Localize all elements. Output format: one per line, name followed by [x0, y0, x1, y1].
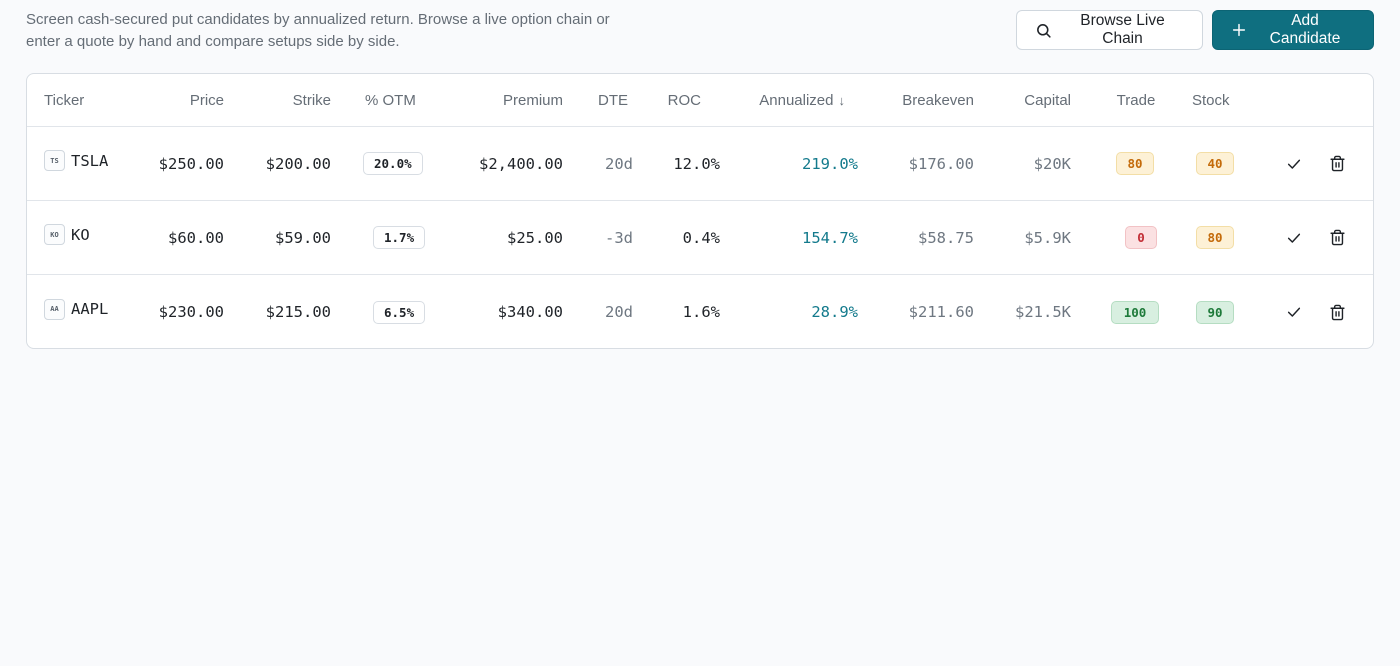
- trade-score-cell: 80: [1111, 127, 1159, 200]
- header-otm[interactable]: % OTM: [365, 91, 416, 109]
- ticker-cell: AA AAPL: [44, 275, 154, 348]
- premium-cell: $340.00: [497, 303, 563, 321]
- capital-cell: $21.5K: [1015, 303, 1071, 321]
- add-candidate-label: Add Candidate: [1269, 12, 1341, 47]
- add-candidate-button[interactable]: Add Candidate: [1212, 10, 1374, 50]
- otm-pill: 20.0%: [363, 152, 423, 175]
- ticker-symbol: KO: [71, 225, 90, 244]
- trade-score-cell: 100: [1111, 275, 1159, 348]
- header-ticker[interactable]: Ticker: [44, 91, 85, 109]
- table-row: TS TSLA $250.00 $200.00 20.0% $2,400.00 …: [27, 127, 1373, 201]
- breakeven-cell: $211.60: [908, 303, 974, 321]
- header-dte[interactable]: DTE: [598, 91, 628, 109]
- strike-cell: $215.00: [265, 303, 331, 321]
- ticker-cell: KO KO: [44, 201, 154, 274]
- sort-arrow-down-icon: ↓: [838, 92, 846, 108]
- header-capital[interactable]: Capital: [1024, 91, 1071, 109]
- trash-icon: [1329, 304, 1345, 320]
- header-premium[interactable]: Premium: [502, 91, 563, 109]
- table-header: Ticker Price Strike % OTM Premium DTE RO…: [27, 74, 1373, 127]
- strike-cell: $200.00: [265, 154, 331, 173]
- browse-live-chain-label: Browse Live Chain: [1080, 12, 1165, 47]
- dte-cell: 20d: [605, 303, 633, 321]
- check-icon: [1287, 233, 1301, 243]
- stock-score-badge: 40: [1196, 152, 1234, 175]
- annualized-cell: 28.9%: [811, 303, 858, 321]
- toolbar: Browse Live Chain Add Candidate: [1016, 10, 1374, 50]
- otm-cell: 6.5%: [373, 275, 449, 348]
- delete-button[interactable]: [1324, 275, 1350, 348]
- stock-score-cell: 40: [1191, 127, 1239, 200]
- otm-cell: 1.7%: [373, 201, 449, 274]
- stock-score-badge: 90: [1196, 300, 1234, 324]
- otm-pill: 6.5%: [373, 300, 426, 324]
- ticker-wrap: TS TSLA: [44, 150, 108, 171]
- breakeven-cell: $58.75: [918, 228, 974, 247]
- trade-score-badge: 0: [1125, 226, 1157, 249]
- search-icon: [1037, 23, 1051, 38]
- header-annualized[interactable]: Annualized ↓: [715, 74, 845, 126]
- price-cell: $250.00: [158, 154, 224, 173]
- ticker-logo-icon: AA: [44, 298, 65, 320]
- header-breakeven[interactable]: Breakeven: [902, 91, 974, 109]
- otm-pill: 1.7%: [373, 226, 426, 249]
- strike-cell: $59.00: [275, 228, 331, 247]
- browse-live-chain-button[interactable]: Browse Live Chain: [1016, 10, 1203, 50]
- table-row: AA AAPL $230.00 $215.00 6.5% $340.00 20d…: [27, 275, 1373, 348]
- stock-score-cell: 90: [1191, 275, 1239, 348]
- check-icon: [1287, 307, 1301, 317]
- premium-cell: $2,400.00: [479, 154, 563, 173]
- premium-cell: $25.00: [507, 228, 563, 247]
- confirm-button[interactable]: [1281, 127, 1307, 200]
- ticker-logo-icon: KO: [44, 224, 65, 245]
- roc-cell: 12.0%: [673, 154, 720, 173]
- ticker-symbol: AAPL: [71, 300, 109, 318]
- candidates-table: Ticker Price Strike % OTM Premium DTE RO…: [26, 73, 1374, 349]
- capital-cell: $5.9K: [1024, 228, 1071, 247]
- roc-cell: 0.4%: [682, 228, 720, 247]
- dte-cell: -3d: [605, 228, 633, 247]
- header-trade[interactable]: Trade: [1116, 91, 1156, 109]
- price-cell: $60.00: [168, 228, 224, 247]
- header-annualized-label: Annualized: [759, 91, 834, 109]
- stock-score-cell: 80: [1191, 201, 1239, 274]
- otm-cell: 20.0%: [363, 127, 439, 200]
- delete-button[interactable]: [1324, 201, 1350, 274]
- check-icon: [1287, 159, 1301, 169]
- delete-button[interactable]: [1324, 127, 1350, 200]
- stock-score-badge: 80: [1196, 226, 1234, 249]
- header-stock[interactable]: Stock: [1192, 91, 1230, 109]
- confirm-button[interactable]: [1281, 275, 1307, 348]
- ticker-wrap: AA AAPL: [44, 298, 109, 320]
- trade-score-cell: 0: [1117, 201, 1165, 274]
- plus-icon: [1232, 23, 1246, 37]
- header-roc[interactable]: ROC: [667, 91, 701, 109]
- breakeven-cell: $176.00: [908, 154, 974, 173]
- trash-icon: [1329, 155, 1345, 172]
- roc-cell: 1.6%: [682, 303, 720, 321]
- trade-score-badge: 100: [1111, 300, 1159, 324]
- trade-score-badge: 80: [1116, 152, 1154, 175]
- header-price[interactable]: Price: [189, 91, 224, 109]
- page-description: Screen cash-secured put candidates by an…: [26, 11, 610, 50]
- header-strike[interactable]: Strike: [292, 91, 331, 109]
- trash-icon: [1329, 229, 1345, 246]
- ticker-wrap: KO KO: [44, 224, 90, 245]
- ticker-symbol: TSLA: [71, 151, 109, 170]
- annualized-cell: 219.0%: [802, 154, 858, 173]
- price-cell: $230.00: [158, 303, 224, 321]
- ticker-logo-icon: TS: [44, 150, 65, 171]
- annualized-cell: 154.7%: [802, 228, 858, 247]
- capital-cell: $20K: [1033, 154, 1071, 173]
- ticker-cell: TS TSLA: [44, 127, 154, 200]
- dte-cell: 20d: [605, 154, 633, 173]
- confirm-button[interactable]: [1281, 201, 1307, 274]
- table-row: KO KO $60.00 $59.00 1.7% $25.00 -3d 0.4%…: [27, 201, 1373, 275]
